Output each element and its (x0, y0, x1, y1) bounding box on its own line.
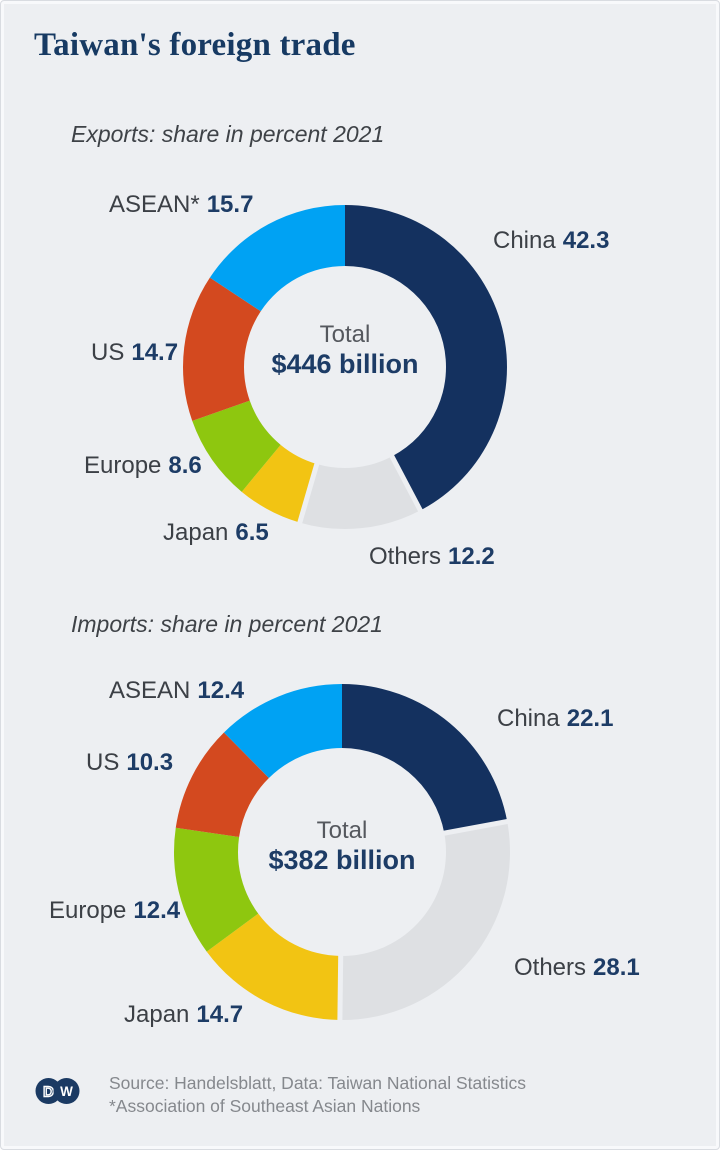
source-text: Source: Handelsblatt, Data: Taiwan Natio… (109, 1073, 526, 1093)
slice-label-value: 6.5 (235, 519, 269, 546)
dw-logo-left-circle (35, 1078, 62, 1104)
donut-segment-china (345, 205, 507, 511)
slice-label-name: China (497, 705, 560, 732)
donut-segment-japan (241, 444, 317, 523)
donut-segment-asean (209, 205, 345, 312)
slice-separator (387, 451, 425, 516)
dw-logo-right-circle (53, 1078, 80, 1104)
exports-label-china: China 42.3 (493, 227, 609, 255)
exports-center-total-label: Total (319, 321, 371, 348)
slice-label-name: Europe (49, 897, 127, 924)
exports-donut-chart (183, 205, 507, 529)
slice-label-name: ASEAN (109, 677, 191, 704)
slice-label-name: Others (369, 543, 442, 570)
slice-label-name: Japan (163, 519, 229, 546)
slice-label-value: 12.4 (133, 897, 181, 924)
slice-label-value: 42.3 (562, 227, 610, 254)
exports-label-japan: Japan 6.5 (163, 519, 269, 547)
slice-label-value: 12.2 (448, 543, 495, 570)
slice-label-value: 28.1 (593, 954, 640, 981)
exports-center-total-value: $446 billion (271, 349, 419, 379)
source-block: Source: Handelsblatt, Data: Taiwan Natio… (109, 1072, 526, 1118)
slice-label-name: ASEAN* (109, 191, 200, 218)
donut-segment-asean (223, 684, 342, 779)
donut-segment-us (175, 732, 269, 838)
slice-label-value: 22.1 (566, 705, 614, 732)
slice-label-name: Others (514, 954, 587, 981)
slice-label-name: US (86, 749, 120, 776)
slice-label-name: Japan (124, 1001, 190, 1028)
page-title: Taiwan's foreign trade (34, 27, 356, 63)
slice-separator (296, 459, 321, 528)
donut-segment-china (342, 684, 508, 834)
imports-center-total-value: $382 billion (268, 845, 416, 875)
donut-segment-us (183, 277, 261, 421)
slice-separator (337, 951, 344, 1024)
donut-segment-europe (174, 827, 259, 952)
slice-label-value: 10.3 (126, 749, 174, 776)
dw-logo-letter-d: D (43, 1084, 54, 1101)
imports-label-us: US 10.3 (86, 749, 173, 777)
dw-logo-icon: D W (35, 1078, 80, 1104)
slice-label-name: US (91, 339, 125, 366)
slice-label-value: 14.7 (131, 339, 179, 366)
imports-label-china: China 22.1 (497, 705, 613, 733)
slice-label-value: 12.4 (197, 677, 245, 704)
slice-label-value: 14.7 (196, 1001, 244, 1028)
imports-donut-chart (174, 684, 512, 1024)
imports-label-japan: Japan 14.7 (124, 1001, 243, 1029)
exports-label-us: US 14.7 (91, 339, 178, 367)
slice-label-value: 8.6 (168, 452, 202, 479)
footnote-text: *Association of Southeast Asian Nations (109, 1096, 421, 1116)
donut-segment-japan (206, 913, 341, 1020)
imports-center-total-label: Total (316, 817, 368, 844)
exports-label-others: Others 12.2 (369, 543, 495, 571)
imports-label-europe: Europe 12.4 (49, 897, 180, 925)
slice-label-value: 15.7 (206, 191, 254, 218)
slice-label-name: Europe (84, 452, 162, 479)
donut-segment-others (299, 456, 421, 529)
donut-segment-europe (192, 400, 281, 492)
slice-label-name: China (493, 227, 556, 254)
exports-label-asean: ASEAN* 15.7 (109, 191, 253, 219)
exports-subtitle: Exports: share in percent 2021 (71, 121, 385, 147)
donut-segment-others (339, 821, 510, 1020)
exports-label-europe: Europe 8.6 (84, 452, 202, 480)
slice-separator (439, 818, 512, 837)
imports-label-others: Others 28.1 (514, 954, 640, 982)
imports-label-asean: ASEAN 12.4 (109, 677, 244, 705)
imports-subtitle: Imports: share in percent 2021 (71, 611, 383, 637)
dw-logo-letter-w: W (60, 1084, 73, 1099)
